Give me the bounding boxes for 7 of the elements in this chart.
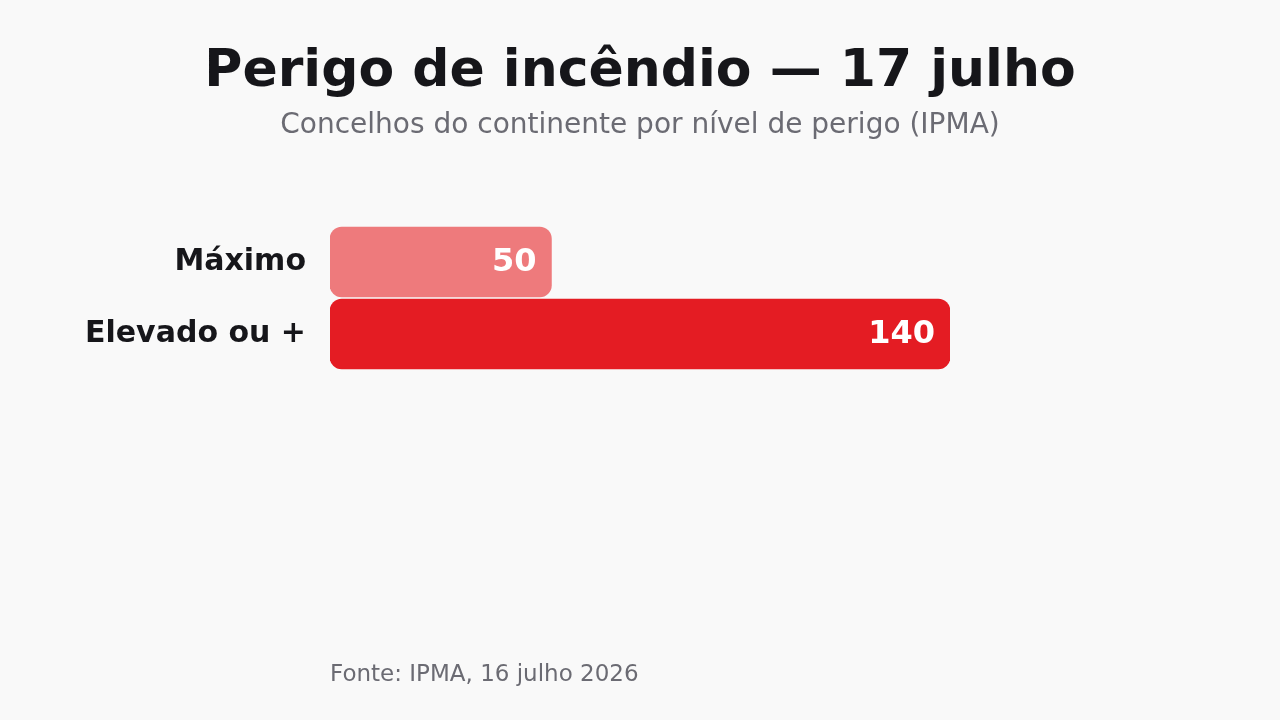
chart-title: Perigo de incêndio — 17 julho <box>203 38 1077 98</box>
source-note: Fonte: IPMA, 16 julho 2026 <box>330 660 639 686</box>
y-tick-label: Máximo <box>174 241 306 277</box>
y-tick-label: Elevado ou + <box>84 313 306 349</box>
chart-subtitle: Concelhos do continente por nível de perigo (IPMA) <box>279 107 1001 140</box>
data-label: 140 <box>868 313 935 352</box>
data-label: 50 <box>491 241 537 280</box>
